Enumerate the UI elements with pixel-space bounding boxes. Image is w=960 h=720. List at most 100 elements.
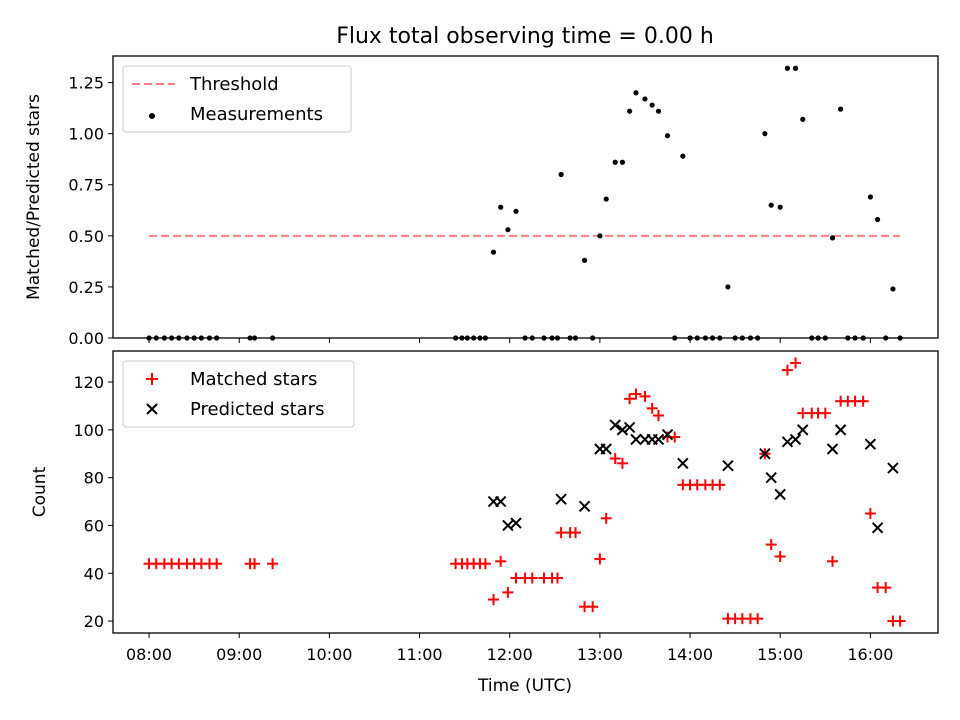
predicted-star-stroke-b [494,495,507,508]
measurement-point [874,216,881,223]
predicted-star-point [494,495,507,508]
predicted-star-stroke-b [609,419,621,431]
matched-star-point [790,357,802,369]
matched-star-point [774,551,786,563]
predicted-star-stroke-b [765,471,777,484]
bottom-legend-box [122,360,355,428]
predicted-star-point [864,438,877,450]
top-axes-frame [112,55,939,339]
bottom-plot-area [143,357,906,627]
measurement-point [513,208,519,214]
predicted-star-point [871,522,884,534]
bottom-x-tick-label: 15:00 [757,645,803,664]
matched-star-point [894,615,906,627]
predicted-star-point [616,424,629,436]
bottom-x-tick-label: 10:00 [306,645,352,664]
predicted-star-stroke-b [616,424,629,436]
bottom-panel: 20 40 60 80 100 120 08:00 09:00 10:00 11:00 12:00… [30,350,939,696]
bottom-x-tick-label: 13:00 [577,645,623,664]
bottom-y-tick-label: 20 [84,612,104,631]
legend-matched-swatch [146,373,158,385]
measurement-point [792,65,799,71]
measurement-point [768,202,774,208]
top-legend-box [122,65,352,133]
bottom-y-tick-label: 80 [84,469,104,488]
predicted-star-point [623,421,636,434]
legend-measurements-label: Measurements [190,104,323,125]
measurement-point [490,249,497,255]
predicted-star-point [781,436,794,448]
matched-star-point [609,453,621,465]
bottom-axes-frame [112,350,939,634]
measurement-point [784,65,791,71]
predicted-star-point [630,433,642,446]
matched-star-point [652,410,664,422]
bottom-y-axis: 20 40 60 80 100 120 [73,373,113,631]
predicted-star-point [722,460,734,472]
top-legend: Threshold Measurements [122,65,352,133]
top-y-axis: 0.00 0.25 0.50 0.75 1.00 1.25 [68,74,113,348]
matched-star-point [616,457,628,469]
measurement-point [725,284,731,290]
matched-star-point [587,601,599,613]
bottom-y-tick-label: 60 [84,516,104,535]
predicted-star-point [774,488,786,501]
top-y-tick-label: 0.00 [68,329,104,348]
measurement-point [612,159,618,165]
matched-star-point [526,572,538,584]
predicted-star-stroke-b [864,438,877,450]
matched-star-point [819,407,831,419]
predicted-star-point [797,424,809,436]
matched-star-point [630,388,642,400]
measurement-point [597,233,603,239]
bottom-x-axis: 08:00 09:00 10:00 11:00 12:00 13:00 14:00 15:00… [126,633,893,664]
predicted-star-stroke-b [826,443,839,455]
predicted-star-stroke-b [834,424,847,436]
predicted-star-point [609,419,621,431]
bottom-x-tick-label: 09:00 [216,645,262,664]
predicted-star-stroke-b [797,424,809,436]
measurement-point [619,159,626,165]
top-y-tick-label: 1.00 [68,125,104,144]
matched-star-point [765,539,777,551]
predicted-star-stroke-b [661,428,674,441]
predicted-star-point [677,457,689,470]
bottom-x-tick-label: 12:00 [487,645,533,664]
matched-star-point [781,364,793,376]
matched-star-point [880,582,892,594]
predicted-star-point [826,443,839,455]
matched-star-point [624,393,636,405]
matched-star-point [502,586,514,598]
top-y-tick-label: 1.25 [68,74,104,93]
matched-star-point [267,558,279,570]
predicted-star-point [555,493,567,505]
measurement-point [633,90,639,96]
matched-star-point [600,512,612,524]
matched-star-point [495,555,507,567]
matched-star-point [646,402,658,414]
bottom-y-axis-label: Count [30,466,50,517]
matched-star-point [249,558,261,570]
measurement-point [800,116,806,122]
measurement-point [680,153,686,159]
predicted-star-point [765,471,777,484]
top-x-axis [148,338,871,343]
measurement-point [505,227,511,233]
matched-star-point [857,395,869,407]
chart-title: Flux total observing time = 0.00 h [336,24,714,49]
predicted-star-stroke-b [502,519,514,532]
top-panel: 0.00 0.25 0.50 0.75 1.00 1.25 Matched/Predict… [24,55,939,348]
top-y-axis-label: Matched/Predicted stars [24,94,44,300]
measurement-point [642,96,648,102]
bottom-x-tick-label: 14:00 [667,645,713,664]
predicted-star-stroke-b [677,457,689,470]
matched-star-point [594,553,606,565]
bottom-y-tick-label: 40 [84,564,104,583]
predicted-star-stroke-b [600,443,612,455]
matched-star-point [570,527,582,539]
top-y-tick-label: 0.25 [68,278,104,297]
bottom-legend: Matched stars Predicted stars [122,360,355,428]
bottom-x-tick-label: 16:00 [847,645,893,664]
measurement-point [867,194,873,200]
measurement-point [627,108,633,114]
